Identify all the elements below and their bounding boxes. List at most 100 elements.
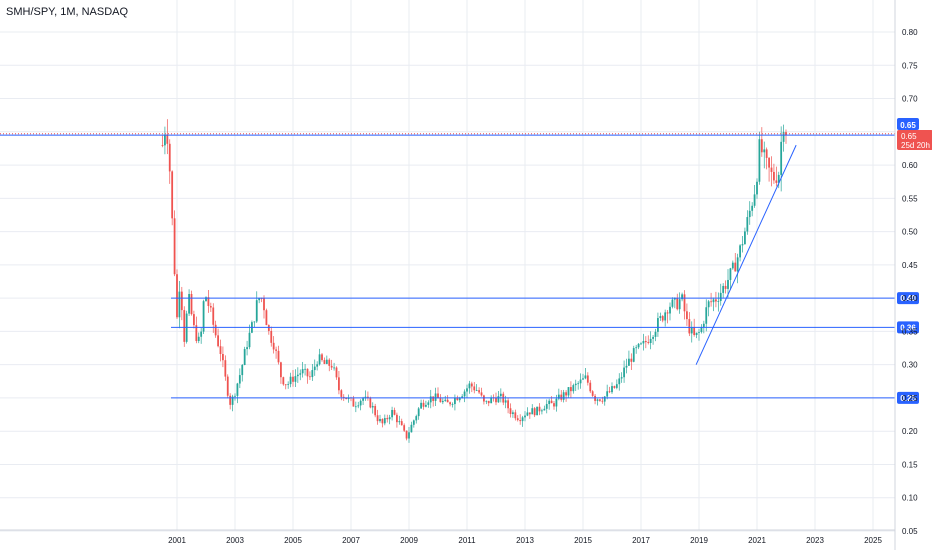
candle <box>632 345 635 363</box>
x-tick-label: 2015 <box>574 536 592 545</box>
candle <box>234 393 236 401</box>
candle <box>217 328 219 348</box>
candle <box>690 321 693 343</box>
candles <box>161 119 787 443</box>
x-tick-label: 2017 <box>632 536 650 545</box>
svg-text:0.36: 0.36 <box>900 323 916 332</box>
candle <box>739 244 741 262</box>
candle <box>328 358 331 372</box>
x-tick-label: 2021 <box>748 536 766 545</box>
candle <box>248 324 251 350</box>
candle <box>446 395 449 403</box>
trendlines[interactable] <box>695 144 797 365</box>
candle <box>466 384 468 398</box>
candle <box>171 170 174 226</box>
candle <box>659 312 662 321</box>
candle <box>180 286 183 321</box>
symbol-title: SMH/SPY, 1M, NASDAQ <box>6 6 129 18</box>
candle <box>306 368 309 384</box>
candle <box>729 267 732 290</box>
candle <box>594 394 596 405</box>
candle <box>495 392 497 406</box>
y-tick-label: 0.70 <box>902 95 918 104</box>
candle <box>321 352 323 362</box>
candle <box>661 314 664 323</box>
candle <box>545 399 548 414</box>
candle <box>710 292 712 307</box>
candle <box>751 202 754 217</box>
candle <box>340 389 343 401</box>
candle <box>565 390 567 402</box>
candle <box>480 387 483 397</box>
candle <box>695 332 698 339</box>
candle <box>628 350 630 366</box>
candle <box>354 401 357 413</box>
candle <box>197 332 200 344</box>
y-tick-label: 0.80 <box>902 28 918 37</box>
candle <box>219 339 222 362</box>
x-tick-label: 2025 <box>864 536 882 545</box>
candle <box>214 320 217 338</box>
y-tick-label: 0.55 <box>902 194 918 203</box>
x-tick-label: 2007 <box>342 536 360 545</box>
candle <box>591 390 594 397</box>
trend-line[interactable] <box>695 144 797 365</box>
candle <box>183 306 186 347</box>
candle <box>574 379 577 391</box>
candle <box>287 381 290 389</box>
candle <box>371 402 374 414</box>
candle <box>272 336 275 354</box>
candle <box>483 394 485 405</box>
candle <box>212 303 215 333</box>
candle <box>289 372 292 388</box>
candle <box>200 327 203 344</box>
candle <box>420 399 422 410</box>
price-axis[interactable]: 0.80 0.75 0.70 0.65 0.60 0.55 0.50 0.45 0.40 0.35… <box>902 28 918 536</box>
candle <box>251 320 253 334</box>
time-axis[interactable]: 2001 2003 2005 2007 2009 2011 2013 2015 2017 2019… <box>168 536 882 545</box>
candle <box>226 374 229 399</box>
grid-lines <box>0 0 895 532</box>
horizontal-levels[interactable]: 0.40 0.36 0.25 <box>0 133 919 404</box>
candle <box>657 312 659 337</box>
candle <box>364 390 367 401</box>
candle <box>683 290 686 320</box>
candle <box>577 381 580 390</box>
x-tick-label: 2013 <box>516 536 534 545</box>
candle <box>618 373 621 391</box>
candle <box>417 407 420 420</box>
candle <box>746 210 749 235</box>
candle <box>707 299 710 317</box>
y-tick-label: 0.05 <box>902 527 918 536</box>
y-tick-label: 0.20 <box>902 427 918 436</box>
candle <box>311 363 314 381</box>
candle <box>386 414 389 423</box>
candle <box>700 324 703 334</box>
candle <box>403 423 406 432</box>
candle <box>238 368 241 389</box>
candle <box>410 421 413 433</box>
candle <box>748 201 751 225</box>
candle <box>415 414 418 424</box>
candle <box>678 292 681 314</box>
x-tick-label: 2001 <box>168 536 186 545</box>
candle <box>463 389 466 403</box>
candle <box>376 409 379 425</box>
candle <box>611 382 613 394</box>
candle <box>412 419 415 428</box>
candle <box>475 384 478 392</box>
candle <box>681 292 683 302</box>
candle <box>765 147 768 170</box>
candle <box>487 400 490 407</box>
candle <box>712 297 715 312</box>
bar-countdown: 25d 20h <box>901 141 930 150</box>
candle <box>724 280 727 294</box>
candle <box>275 346 277 359</box>
candle <box>519 414 522 425</box>
candle <box>330 359 333 371</box>
level-axis-label: 0.36 <box>897 321 919 334</box>
candle <box>589 380 592 394</box>
candle <box>405 430 408 441</box>
